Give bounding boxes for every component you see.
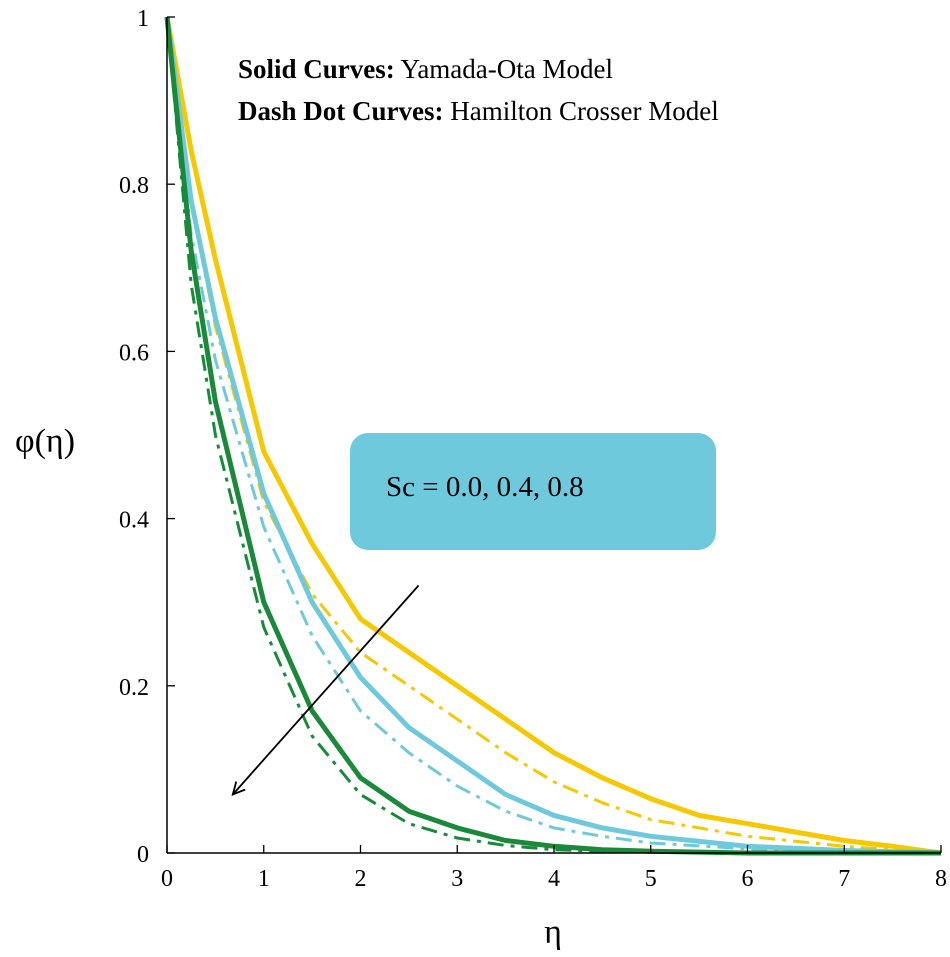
y-tick-label: 0 (137, 842, 149, 868)
legend-note-dash-bold: Dash Dot Curves: (238, 96, 444, 126)
y-tick-label: 0.6 (119, 340, 149, 366)
x-tick-label: 4 (548, 866, 560, 892)
annotation-label: Sc = 0.0, 0.4, 0.8 (386, 471, 584, 503)
y-axis-title: φ(η) (15, 423, 75, 460)
x-axis-title: η (544, 914, 562, 951)
y-tick-label: 1 (137, 6, 149, 32)
series-line-solid-0 (164, 16, 942, 856)
x-tick-label: 3 (451, 866, 463, 892)
x-tick-label: 8 (935, 866, 947, 892)
x-tick-label: 6 (742, 866, 754, 892)
legend-note-solid-text: Yamada-Ota Model (395, 54, 613, 84)
trend-arrow (233, 584, 420, 794)
series-line-dashdot-0 (165, 16, 942, 855)
legend-note-dash: Dash Dot Curves: Hamilton Crosser Model (238, 96, 719, 126)
x-tick-label: 7 (838, 866, 850, 892)
x-tick-label: 2 (355, 866, 367, 892)
series-line-dashdot-1 (165, 16, 942, 855)
x-tick-label: 1 (258, 866, 270, 892)
series-line-solid-1 (164, 16, 942, 856)
legend-note-solid: Solid Curves: Yamada-Ota Model (238, 54, 613, 84)
annotation-box (350, 433, 716, 550)
y-tick-label: 0.2 (119, 675, 149, 701)
x-tick-label: 5 (645, 866, 657, 892)
x-tick-label: 0 (161, 866, 173, 892)
ticks-layer: 0 1 2 3 4 5 6 7 8 0 0.2 0.4 0.6 0.8 1 (119, 6, 947, 892)
y-tick-label: 0.4 (119, 508, 149, 534)
legend-note-dash-text: Hamilton Crosser Model (444, 96, 719, 126)
legend-note-solid-bold: Solid Curves: (238, 54, 395, 84)
y-tick-label: 0.8 (119, 173, 149, 199)
